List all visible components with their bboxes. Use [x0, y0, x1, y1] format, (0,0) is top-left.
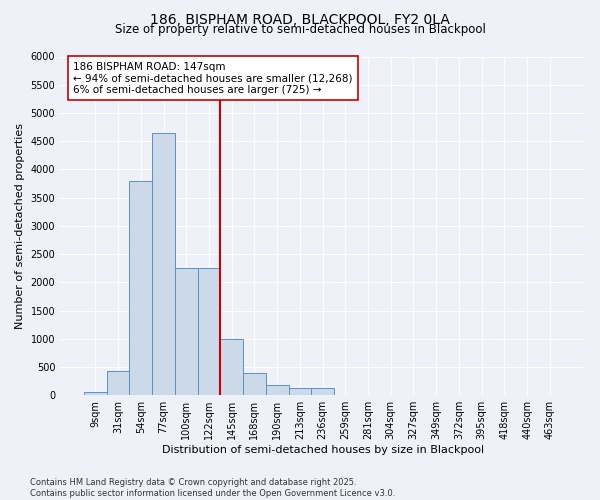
Bar — [243, 372, 266, 395]
Bar — [175, 268, 197, 395]
Text: 186 BISPHAM ROAD: 147sqm
← 94% of semi-detached houses are smaller (12,268)
6% o: 186 BISPHAM ROAD: 147sqm ← 94% of semi-d… — [73, 62, 353, 95]
Y-axis label: Number of semi-detached properties: Number of semi-detached properties — [15, 123, 25, 329]
Bar — [220, 339, 243, 395]
Bar — [266, 386, 289, 395]
Bar — [197, 268, 220, 395]
Bar — [130, 180, 152, 395]
Bar — [107, 371, 130, 395]
Text: Contains HM Land Registry data © Crown copyright and database right 2025.
Contai: Contains HM Land Registry data © Crown c… — [30, 478, 395, 498]
Bar — [311, 388, 334, 395]
Bar — [289, 388, 311, 395]
Text: 186, BISPHAM ROAD, BLACKPOOL, FY2 0LA: 186, BISPHAM ROAD, BLACKPOOL, FY2 0LA — [150, 12, 450, 26]
Text: Size of property relative to semi-detached houses in Blackpool: Size of property relative to semi-detach… — [115, 22, 485, 36]
Bar — [84, 392, 107, 395]
Bar — [152, 132, 175, 395]
X-axis label: Distribution of semi-detached houses by size in Blackpool: Distribution of semi-detached houses by … — [161, 445, 484, 455]
